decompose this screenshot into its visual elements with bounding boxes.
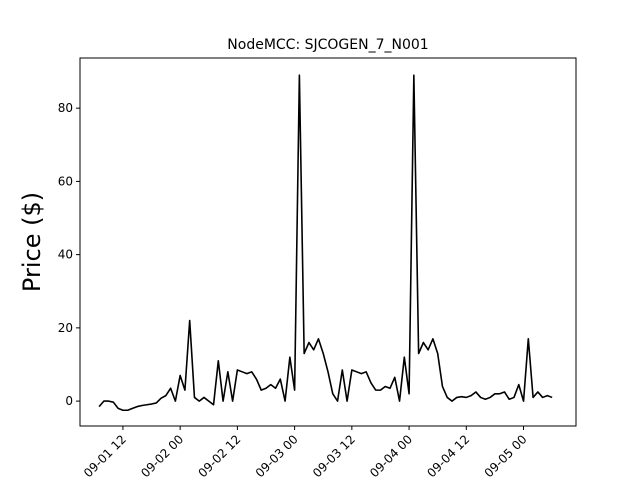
y-tick-label: 20 bbox=[58, 321, 73, 335]
x-tick-label: 09-04 12 bbox=[424, 432, 472, 480]
x-tick-label: 09-01 12 bbox=[81, 432, 129, 480]
x-tick-label: 09-02 12 bbox=[195, 432, 243, 480]
x-tick-label: 09-03 00 bbox=[253, 432, 301, 480]
y-axis-label: Price ($) bbox=[18, 192, 46, 292]
series-line bbox=[98, 74, 553, 412]
y-tick-label: 80 bbox=[58, 101, 73, 115]
chart-title: NodeMCC: SJCOGEN_7_N001 bbox=[227, 37, 428, 53]
x-tick-label: 09-04 00 bbox=[367, 432, 415, 480]
x-tick-label: 09-03 12 bbox=[310, 432, 358, 480]
y-tick-label: 60 bbox=[58, 174, 73, 188]
plot-frame bbox=[79, 57, 577, 427]
y-tick-label: 0 bbox=[65, 394, 73, 408]
x-tick-label: 09-02 00 bbox=[138, 432, 186, 480]
x-tick-label: 09-05 00 bbox=[482, 432, 530, 480]
y-tick-label: 40 bbox=[58, 248, 73, 262]
